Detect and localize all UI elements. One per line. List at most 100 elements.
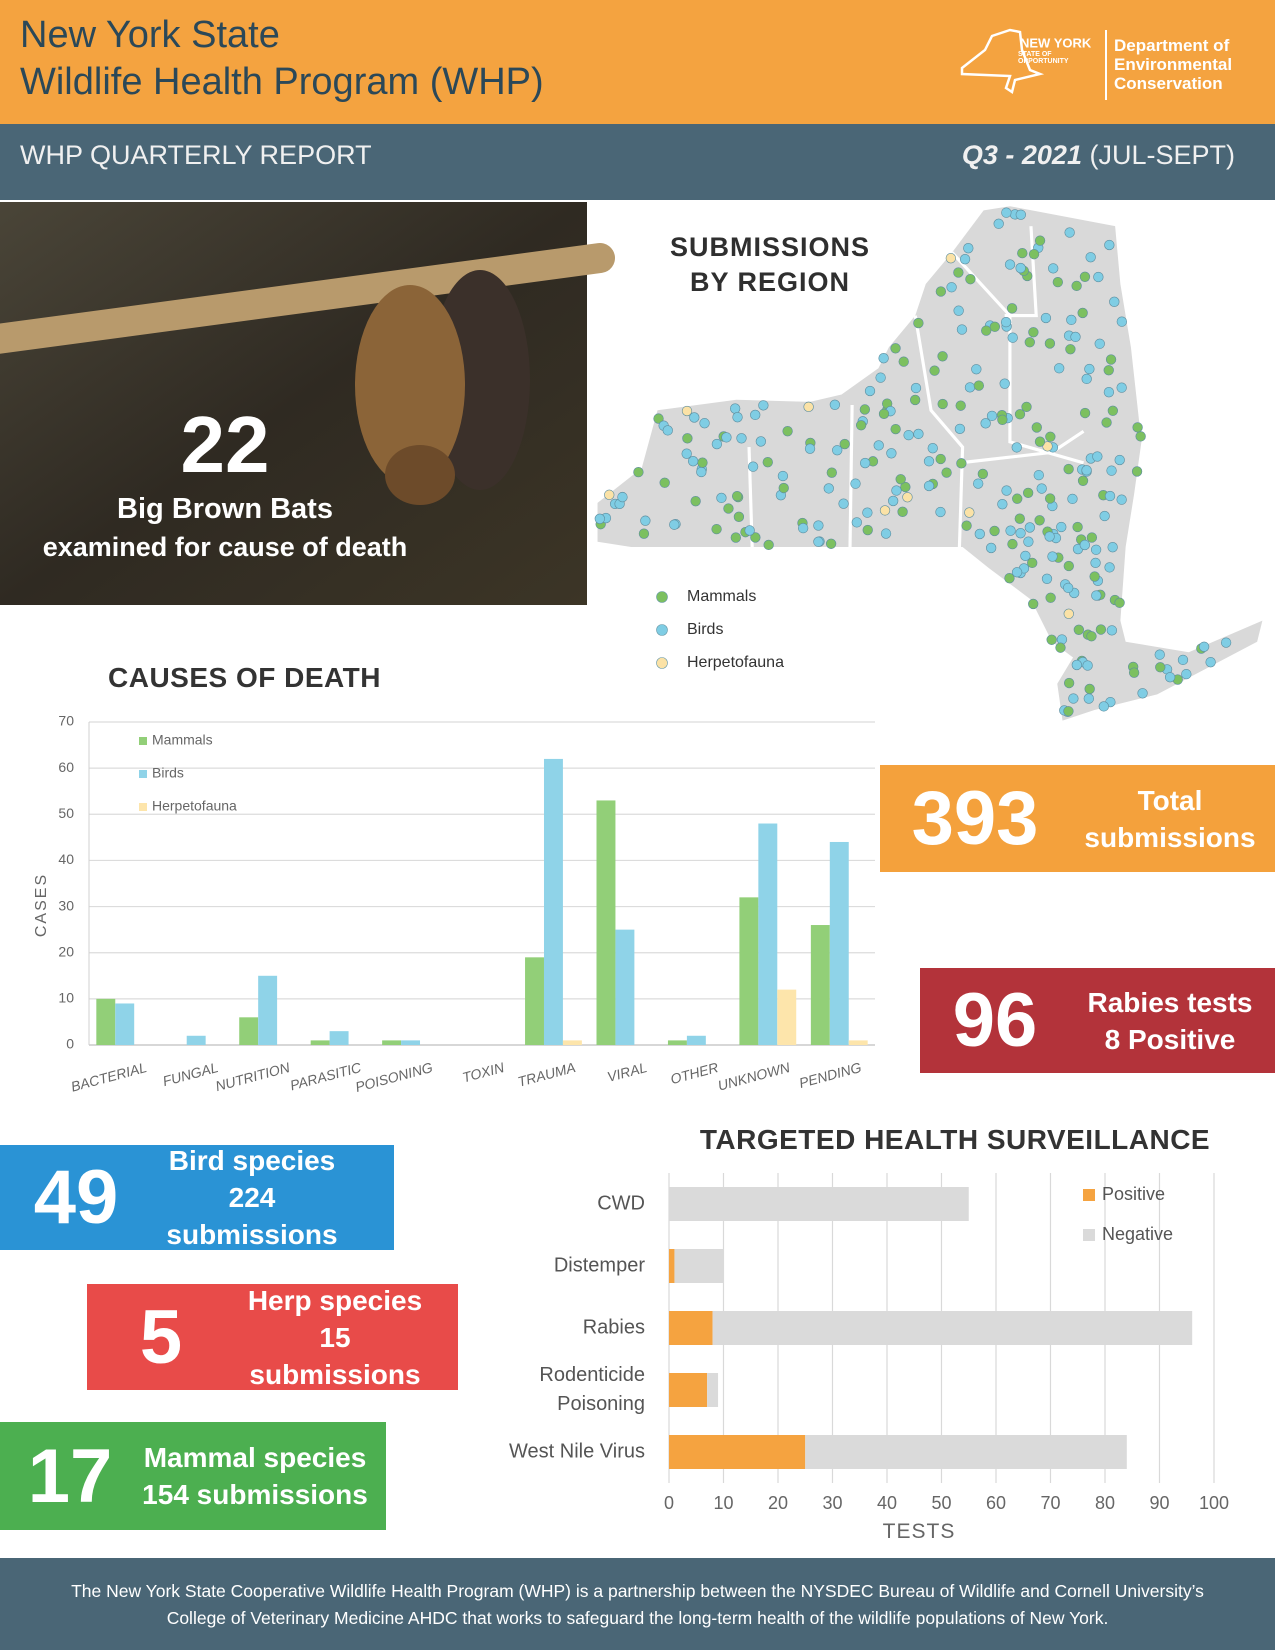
legend-label: Birds — [152, 765, 184, 781]
map-dot — [1014, 409, 1026, 420]
map-dot — [1028, 327, 1039, 338]
map-dot — [956, 458, 967, 469]
map-dot — [886, 448, 897, 459]
map-dot — [1007, 538, 1018, 550]
map-dot — [935, 506, 946, 518]
map-dot — [1107, 542, 1118, 553]
map-dot — [913, 428, 924, 440]
map-dot — [1017, 248, 1028, 259]
map-dot — [1091, 590, 1102, 601]
map-dot — [1012, 493, 1023, 504]
map-dot — [878, 353, 889, 364]
footer-text: The New York State Cooperative Wildlife … — [71, 1581, 1204, 1628]
map-dot — [1042, 441, 1053, 452]
legend-marker — [656, 591, 668, 603]
map-dot — [1135, 431, 1146, 442]
map-dot — [1093, 271, 1104, 283]
bar-segment — [674, 1249, 724, 1283]
footer-band — [0, 1558, 1275, 1650]
map-dot — [1084, 683, 1095, 695]
stat-number: 49 — [33, 1155, 119, 1240]
x-tick-label: NUTRITION — [214, 1059, 293, 1094]
map-dot — [633, 466, 644, 478]
y-tick-label: West Nile Virus — [509, 1440, 645, 1463]
map-dot — [1064, 227, 1075, 238]
map-dot — [1104, 490, 1116, 502]
bar — [739, 897, 759, 1045]
map-title-line: SUBMISSIONS — [669, 232, 871, 262]
map-dot — [1024, 337, 1035, 348]
map-dot — [1079, 407, 1091, 419]
map-dot — [1095, 624, 1107, 635]
map-dot — [1034, 436, 1046, 447]
stat-box: 96 Rabies tests 8 Positive — [920, 968, 1275, 1073]
map-dot — [659, 477, 670, 488]
map-dot — [690, 496, 701, 507]
map-dot — [935, 453, 946, 465]
map-dot — [1081, 373, 1092, 385]
y-tick-label: Rodenticide Poisoning — [539, 1364, 645, 1415]
map-dot — [1082, 660, 1093, 671]
map-dot — [723, 503, 734, 514]
map-dot — [1103, 387, 1115, 398]
x-tick-label: 70 — [1040, 1493, 1060, 1513]
map-dot — [813, 520, 824, 531]
bar-segment — [669, 1187, 969, 1221]
x-tick-label: 10 — [713, 1493, 733, 1513]
logo-department: Department of Environmental Conservation — [1114, 36, 1233, 93]
map-dot — [1109, 296, 1120, 307]
stat-label: Bird species 224 submissions — [152, 1142, 352, 1253]
map-dot — [1107, 405, 1118, 416]
map-dot — [1154, 649, 1165, 660]
stat-box: 393 Total submissions — [880, 765, 1275, 872]
map-dot — [1034, 515, 1045, 526]
map-dot — [1085, 252, 1096, 263]
map-dot — [1063, 463, 1074, 475]
map-dot — [964, 507, 975, 518]
bat-head — [385, 445, 455, 505]
map-dot — [981, 325, 992, 336]
map-dot — [1011, 442, 1022, 453]
map-dot — [829, 399, 841, 410]
map-dot — [974, 528, 985, 540]
map-dot — [900, 481, 911, 493]
map-dot — [730, 532, 741, 543]
legend-label: Herpetofauna — [152, 798, 237, 814]
map-dot — [1116, 382, 1127, 393]
map-dot — [923, 456, 935, 467]
map-dot — [910, 394, 921, 406]
map-dot — [838, 498, 849, 509]
x-tick-label: 90 — [1149, 1493, 1169, 1513]
map-dot — [1033, 469, 1044, 481]
feature-line: Big Brown Bats — [117, 493, 333, 525]
x-tick-label: POISONING — [353, 1059, 434, 1095]
map-dot — [895, 474, 906, 485]
map-dot — [1083, 693, 1094, 704]
map-dot — [1090, 557, 1101, 569]
y-tick-label: 60 — [58, 759, 74, 775]
map-dot — [1177, 654, 1189, 666]
map-dot — [1104, 562, 1115, 573]
logo-tagline: STATE OF OPPORTUNITY — [1018, 51, 1069, 65]
map-dot — [1000, 316, 1012, 328]
map-dot — [890, 343, 901, 354]
y-tick-label: CWD — [597, 1192, 645, 1215]
map-dot — [946, 282, 957, 293]
map-dot — [1137, 688, 1148, 699]
map-dot — [888, 495, 899, 507]
bar — [686, 1035, 706, 1045]
map-dot — [999, 378, 1010, 389]
banner-left: WHP QUARTERLY REPORT — [20, 140, 372, 170]
map-dot — [1015, 262, 1026, 274]
map-dot — [963, 243, 974, 254]
map-dot — [891, 485, 902, 496]
map-dot — [929, 365, 940, 376]
map-dot — [1155, 662, 1166, 673]
map-dot — [937, 351, 948, 362]
map-dot — [832, 445, 843, 456]
map-dot — [1045, 431, 1056, 442]
map-dot — [732, 412, 743, 423]
map-dot — [878, 408, 890, 419]
map-dot — [937, 398, 948, 410]
x-tick-label: 80 — [1095, 1493, 1115, 1513]
